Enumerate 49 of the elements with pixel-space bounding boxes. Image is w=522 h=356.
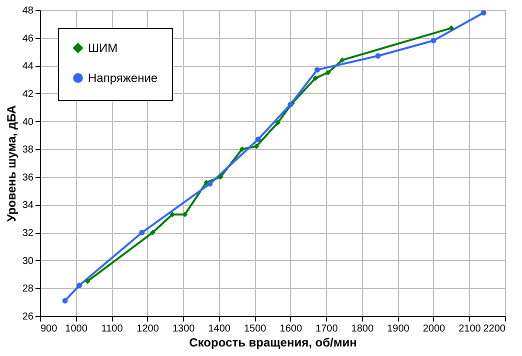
point [448,25,454,31]
x-tick-label: 2100 [458,324,482,334]
x-tick-label: 1900 [387,324,410,334]
point [84,278,90,284]
x-tick-label: 900 [40,324,58,334]
point [139,230,145,236]
point [312,75,318,81]
y-tick-label: 48 [22,6,34,16]
point [254,144,260,150]
point [325,70,331,76]
point [150,230,156,236]
point [340,57,345,63]
y-tick-label: 32 [22,228,34,240]
x-tick-label: 1500 [244,324,267,334]
legend-label: ШИМ [88,41,118,55]
point [275,120,281,126]
point [314,67,320,73]
y-tick-label: 42 [22,88,34,100]
y-tick-label: 30 [22,256,34,267]
point [239,146,245,152]
y-tick-label: 38 [22,144,34,156]
point [480,10,486,16]
x-tick-label: 1300 [172,324,196,334]
point [62,298,68,304]
x-tick-label: 2200 [483,324,506,334]
point [255,136,261,142]
x-tick-label: 1100 [101,324,124,334]
legend-label: Напряжение [88,71,158,85]
point [76,282,82,288]
y-tick-label: 26 [22,312,34,322]
x-axis-title: Скорость вращения, об/мин [189,336,357,350]
x-tick-label: 1400 [208,324,231,334]
y-tick-label: 36 [22,172,34,184]
point [207,181,213,187]
y-tick-label: 46 [22,33,34,44]
x-tick-label: 1800 [351,324,374,334]
y-axis-title: Уровень шума, дБА [4,104,18,222]
x-tick-label: 1200 [136,324,160,334]
y-tick-label: 40 [22,116,34,128]
x-tick-label: 1000 [65,324,88,334]
x-tick-label: 1700 [316,324,338,334]
point [375,53,381,59]
y-tick-label: 28 [22,284,34,295]
point [430,38,436,44]
point [218,174,224,180]
x-tick-label: 2000 [422,324,446,334]
x-tick-label: 1600 [280,324,302,334]
y-tick-label: 44 [22,61,34,72]
y-tick-label: 34 [22,200,34,212]
